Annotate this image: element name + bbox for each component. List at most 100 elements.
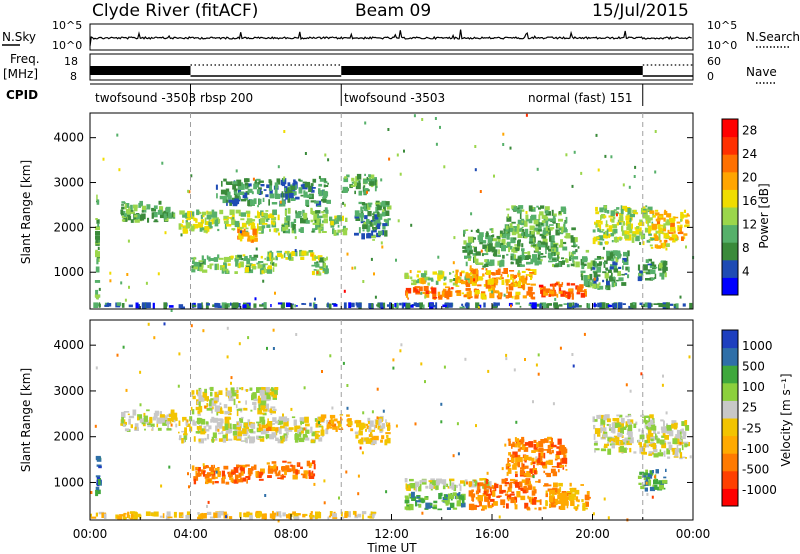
data-cell — [330, 224, 334, 228]
data-cell — [571, 227, 576, 231]
data-cell — [510, 304, 512, 308]
data-cell — [599, 224, 602, 230]
data-cell — [565, 469, 568, 471]
data-cell — [315, 511, 319, 518]
data-cell — [612, 418, 618, 421]
data-cell — [258, 180, 264, 183]
data-cell — [514, 471, 518, 474]
data-cell — [680, 231, 684, 234]
data-cell — [580, 292, 586, 298]
power-colorbar-tick: 12 — [742, 218, 757, 232]
data-cell — [95, 489, 99, 497]
cpid-segment-label: rbsp 200 — [200, 91, 253, 105]
data-cell — [596, 274, 601, 277]
data-cell — [382, 409, 385, 413]
data-cell — [478, 236, 483, 243]
velocity-colorbar-swatch — [722, 435, 738, 454]
data-cell — [392, 366, 395, 370]
data-cell — [342, 201, 345, 205]
data-cell — [577, 499, 580, 503]
data-cell — [285, 215, 291, 221]
data-cell — [282, 227, 286, 231]
data-cell — [534, 260, 539, 266]
data-cell — [521, 436, 525, 443]
data-cell — [370, 437, 374, 442]
data-cell — [455, 290, 461, 293]
data-cell — [281, 191, 284, 198]
data-cell — [651, 278, 655, 281]
data-cell — [486, 493, 491, 497]
data-cell — [547, 218, 553, 222]
data-cell — [601, 229, 605, 231]
data-cell — [204, 217, 207, 222]
data-cell — [600, 418, 606, 425]
data-cell — [679, 452, 683, 458]
data-cell — [444, 293, 447, 298]
data-cell — [605, 241, 609, 245]
data-cell — [528, 241, 534, 244]
data-cell — [465, 302, 469, 309]
data-cell — [596, 266, 602, 273]
data-cell — [372, 239, 375, 241]
data-cell — [528, 218, 533, 224]
data-cell — [552, 496, 555, 500]
data-cell — [212, 481, 215, 485]
data-cell — [325, 428, 329, 435]
data-cell — [326, 256, 328, 261]
data-cell — [576, 286, 582, 293]
data-cell — [291, 251, 296, 257]
data-cell — [440, 492, 443, 497]
data-cell — [258, 478, 264, 481]
data-cell — [524, 235, 528, 239]
data-cell — [306, 194, 313, 198]
velocity-ylabel: Slant Range [km] — [19, 368, 33, 472]
data-cell — [647, 263, 652, 266]
data-cell — [432, 506, 437, 509]
cpid-segment-label: normal (fast) 151 — [528, 91, 632, 105]
data-cell — [437, 508, 443, 511]
data-cell — [590, 267, 593, 271]
data-cell — [298, 428, 303, 431]
data-cell — [152, 302, 155, 309]
data-cell — [446, 291, 452, 297]
data-cell — [684, 420, 688, 427]
data-cell — [153, 205, 158, 210]
data-cell — [255, 247, 258, 251]
data-cell — [639, 227, 642, 232]
data-cell — [143, 415, 148, 422]
data-cell — [531, 450, 536, 453]
data-cell — [642, 241, 645, 246]
data-cell — [322, 268, 325, 272]
data-cell — [251, 238, 254, 242]
data-cell — [449, 479, 452, 486]
data-cell — [508, 440, 511, 446]
data-cell — [257, 223, 259, 230]
data-cell — [521, 270, 526, 273]
data-cell — [443, 276, 446, 281]
data-cell — [625, 266, 629, 271]
data-cell — [561, 457, 568, 464]
data-cell — [202, 211, 207, 216]
data-cell — [354, 190, 356, 195]
data-cell — [506, 208, 510, 211]
data-cell — [263, 405, 268, 409]
data-cell — [221, 302, 226, 308]
data-cell — [410, 223, 413, 227]
data-cell — [533, 229, 536, 232]
data-cell — [298, 469, 300, 474]
data-cell — [626, 433, 630, 435]
data-cell — [557, 495, 560, 500]
data-cell — [261, 387, 266, 391]
power-colorbar-swatch — [722, 224, 738, 243]
velocity-colorbar-tick: -25 — [742, 421, 762, 435]
data-cell — [312, 228, 316, 233]
data-cell — [263, 302, 267, 306]
data-cell — [501, 232, 507, 239]
data-cell — [606, 418, 611, 423]
data-cell — [538, 207, 541, 210]
data-cell — [316, 423, 322, 426]
data-cell — [477, 293, 479, 297]
data-cell — [685, 425, 690, 431]
data-cell — [469, 272, 472, 276]
data-cell — [377, 211, 380, 217]
